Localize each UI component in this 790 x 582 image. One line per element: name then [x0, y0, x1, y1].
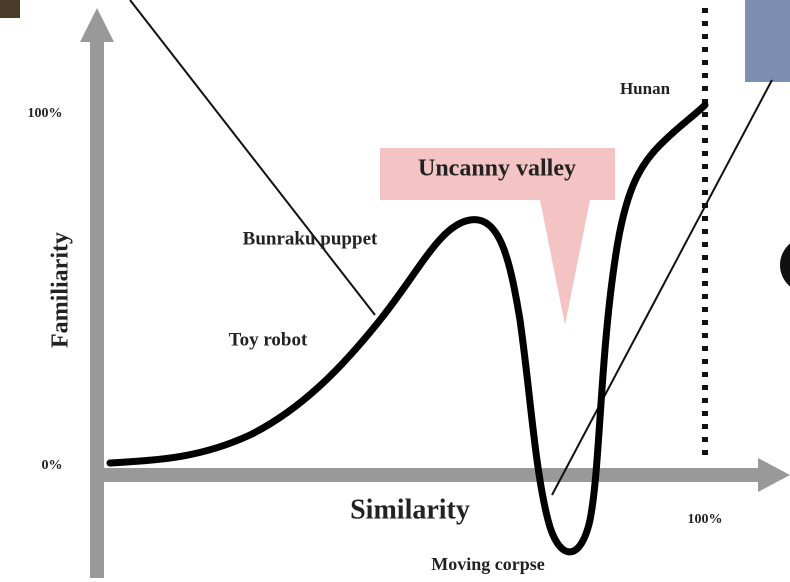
annotation: Moving corpse: [431, 554, 544, 574]
y-low-label: 0%: [42, 458, 63, 473]
annotation: Toy robot: [229, 329, 308, 350]
callout-text: Uncanny valley: [418, 156, 576, 182]
annotation: Bunraku puppet: [243, 228, 378, 249]
y-axis-label: Familiarity: [48, 232, 74, 348]
annotation: Hunan: [620, 79, 671, 98]
y-high-label: 100%: [28, 106, 63, 121]
diagram: Familiarity Similarity 0% 100% 100% Unca…: [0, 0, 790, 582]
x-axis-label: Similarity: [350, 494, 470, 525]
image-fragment: [0, 0, 20, 18]
x-high-label: 100%: [688, 512, 723, 527]
image-fragment: [745, 0, 790, 82]
